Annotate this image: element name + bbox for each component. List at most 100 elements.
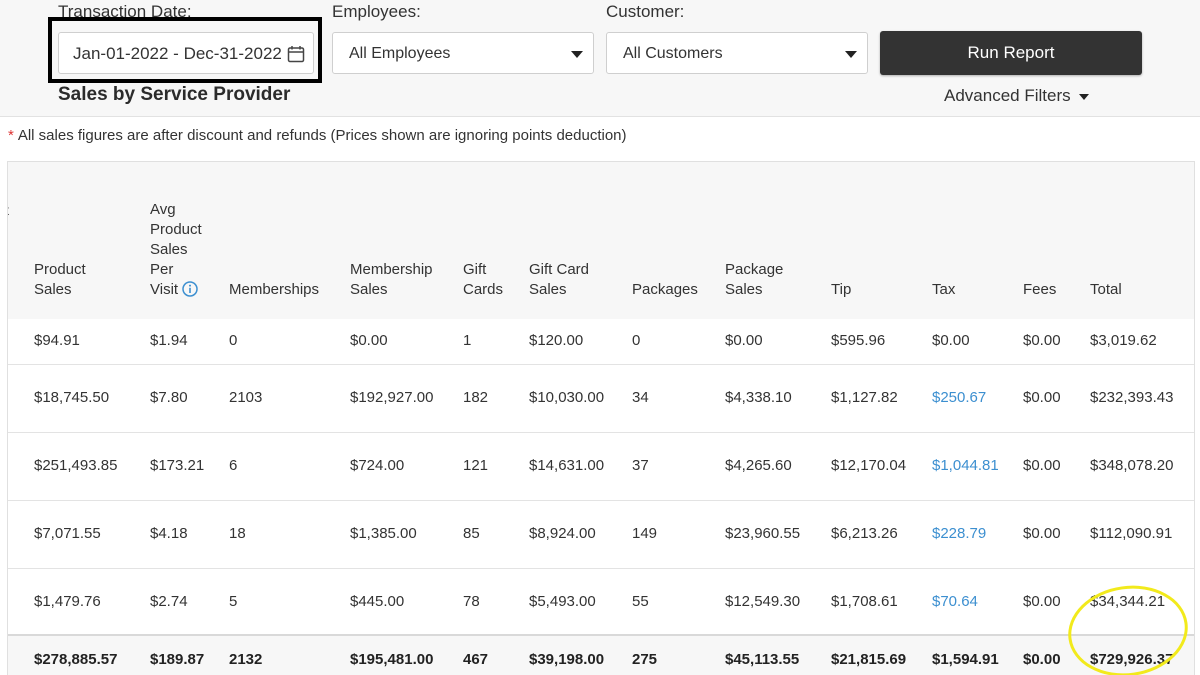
col-header-memberships[interactable]: Memberships [229, 281, 320, 298]
advanced-filters-label: Advanced Filters [944, 86, 1071, 105]
cell-packages: 149 [632, 525, 658, 542]
cell-product-sales: $94.91 [34, 332, 80, 349]
col-header-gift-card-sales[interactable]: Gift Card Sales [529, 261, 590, 298]
note-text: All sales figures are after discount and… [17, 127, 627, 144]
cell-gift-card-sales: $5,493.00 [529, 593, 596, 610]
transaction-date-input[interactable]: Jan-01-2022 - Dec-31-2022 [58, 32, 314, 74]
cell-packages: 55 [632, 593, 649, 610]
cell-fees: $0.00 [1023, 525, 1061, 542]
total-fees: $0.00 [1023, 651, 1061, 668]
info-icon[interactable] [182, 281, 198, 297]
col-header-gift-cards[interactable]: Gift Cards [463, 261, 504, 298]
cell-membership-sales: $1,385.00 [350, 525, 417, 542]
transaction-date-value: Jan-01-2022 - Dec-31-2022 [73, 44, 282, 63]
employees-value: All Employees [349, 45, 451, 62]
table-row: $18,745.50 $7.80 2103 $192,927.00 182 $1… [8, 365, 1194, 433]
col-header-membership-sales[interactable]: Membership Sales [350, 261, 433, 298]
cell-gift-cards: 1 [463, 332, 472, 349]
table-row: $1,479.76 $2.74 5 $445.00 78 $5,493.00 5… [8, 569, 1194, 634]
cell-avg-product-sales: $7.80 [150, 389, 188, 406]
employees-label: Employees: [332, 2, 421, 21]
advanced-filters-toggle[interactable]: Advanced Filters [944, 86, 1089, 106]
table-row: $94.91 $1.94 0 $0.00 1 $120.00 0 $0.00 $… [8, 319, 1194, 365]
col-header-tax[interactable]: Tax [932, 281, 956, 298]
cell-tip: $12,170.04 [831, 457, 907, 474]
total-membership-sales: $195,481.00 [350, 651, 434, 668]
total-gift-card-sales: $39,198.00 [529, 651, 605, 668]
cell-tip: $595.96 [831, 332, 886, 349]
cell-packages: 34 [632, 389, 649, 406]
transaction-date-label: Transaction Date: [58, 2, 192, 21]
cell-tip: $6,213.26 [831, 525, 898, 542]
col-header-tip[interactable]: Tip [831, 281, 852, 298]
cell-avg-product-sales: $1.94 [150, 332, 188, 349]
col-header-product-sales[interactable]: Product Sales [34, 261, 86, 298]
cell-fees: $0.00 [1023, 593, 1061, 610]
totals-row: $278,885.57 $189.87 2132 $195,481.00 467… [8, 634, 1194, 675]
cell-gift-card-sales: $14,631.00 [529, 457, 605, 474]
calendar-icon[interactable] [287, 45, 305, 63]
cell-product-sales: $7,071.55 [34, 525, 101, 542]
cell-gift-cards: 182 [463, 389, 489, 406]
cell-package-sales: $4,338.10 [725, 389, 792, 406]
cell-tip: $1,127.82 [831, 389, 898, 406]
total-avg-product-sales: $189.87 [150, 651, 205, 668]
col-header-avg-product-sales-per-visit[interactable]: Avg Product Sales Per Visit [150, 201, 202, 298]
customer-label: Customer: [606, 2, 685, 21]
caret-down-icon [571, 51, 583, 58]
caret-down-icon [845, 51, 857, 58]
cell-package-sales: $4,265.60 [725, 457, 792, 474]
filter-bar: Transaction Date: Jan-01-2022 - Dec-31-2… [0, 0, 1200, 117]
customer-select[interactable]: All Customers [606, 32, 868, 74]
cell-avg-product-sales: $173.21 [150, 457, 205, 474]
table-header [8, 162, 1194, 320]
cell-gift-cards: 121 [463, 457, 489, 474]
cell-fees: $0.00 [1023, 332, 1061, 349]
caret-down-icon [1078, 93, 1089, 100]
col-header-packages[interactable]: Packages [632, 281, 698, 298]
table-row: $251,493.85 $173.21 6 $724.00 121 $14,63… [8, 433, 1194, 501]
cell-gift-cards: 85 [463, 525, 480, 542]
total-memberships: 2132 [229, 651, 263, 668]
note-asterisk: * [8, 127, 14, 144]
tax-link[interactable]: $70.64 [932, 593, 978, 610]
tax-link[interactable]: $228.79 [932, 525, 987, 542]
cell-product-sales: $251,493.85 [34, 457, 118, 474]
cell-memberships: 18 [229, 525, 246, 542]
col-header-total[interactable]: Total [1090, 281, 1122, 298]
employees-select[interactable]: All Employees [332, 32, 594, 74]
cell-product-sales: $1,479.76 [34, 593, 101, 610]
cell-total: $3,019.62 [1090, 332, 1157, 349]
total-packages: 275 [632, 651, 658, 668]
cell-memberships: 6 [229, 457, 238, 474]
cell-memberships: 5 [229, 593, 238, 610]
cell-memberships: 0 [229, 332, 238, 349]
cell-total: $348,078.20 [1090, 457, 1174, 474]
col-header-fees[interactable]: Fees [1023, 281, 1057, 298]
tax-link[interactable]: $1,044.81 [932, 457, 999, 474]
cell-fees: $0.00 [1023, 389, 1061, 406]
cell-gift-card-sales: $8,924.00 [529, 525, 596, 542]
cell-gift-card-sales: $10,030.00 [529, 389, 605, 406]
total-gift-cards: 467 [463, 651, 489, 668]
run-report-button[interactable]: Run Report [880, 31, 1142, 75]
col-header-package-sales[interactable]: Package Sales [725, 261, 784, 298]
cell-memberships: 2103 [229, 389, 263, 406]
total-tax: $1,594.91 [932, 651, 999, 668]
total-tip: $21,815.69 [831, 651, 907, 668]
tax-link[interactable]: $250.67 [932, 389, 987, 406]
cell-product-sales: $18,745.50 [34, 389, 110, 406]
cell-gift-cards: 78 [463, 593, 480, 610]
customer-value: All Customers [623, 45, 723, 62]
total-product-sales: $278,885.57 [34, 651, 118, 668]
cell-package-sales: $0.00 [725, 332, 763, 349]
cell-package-sales: $12,549.30 [725, 593, 801, 610]
cell-package-sales: $23,960.55 [725, 525, 801, 542]
cell-fees: $0.00 [1023, 457, 1061, 474]
cell-membership-sales: $192,927.00 [350, 389, 434, 406]
cell-total: $232,393.43 [1090, 389, 1174, 406]
truncated-header: t [8, 202, 9, 218]
cell-total: $34,344.21 [1090, 593, 1166, 610]
